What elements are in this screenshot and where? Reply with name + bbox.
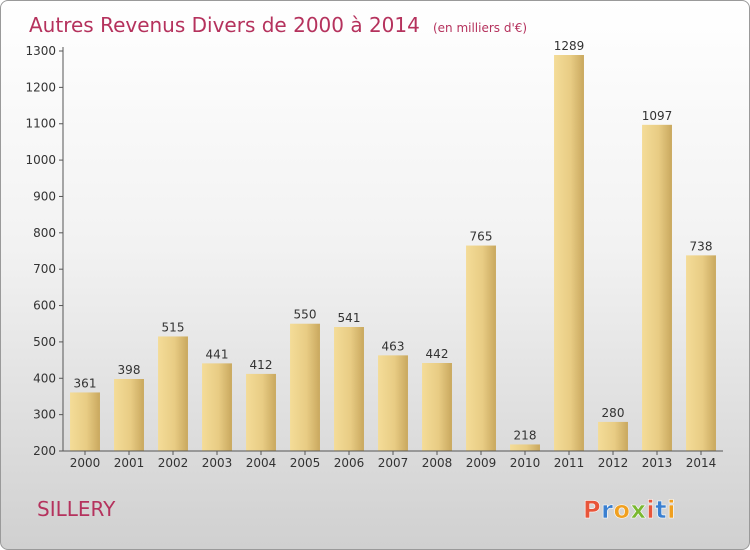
- x-tick-label-2011: 2011: [554, 456, 585, 470]
- commune-name: SILLERY: [37, 497, 116, 521]
- bar-2002: [158, 336, 188, 451]
- data-label-2010: 218: [514, 428, 537, 442]
- x-tick-label-2003: 2003: [202, 456, 233, 470]
- bar-2013: [642, 124, 672, 452]
- bar-2005: [290, 323, 320, 451]
- y-tick-label: 600: [33, 299, 56, 313]
- x-tick-label-2001: 2001: [114, 456, 145, 470]
- data-label-2009: 765: [470, 230, 493, 244]
- y-tick-label: 200: [33, 444, 56, 458]
- logo-letter: r: [601, 496, 613, 524]
- proxiti-logo: Proxiti: [583, 496, 676, 525]
- y-tick-label: 1300: [25, 44, 56, 58]
- x-tick-label-2002: 2002: [158, 456, 189, 470]
- x-tick-label-2013: 2013: [642, 456, 673, 470]
- bar-2000: [70, 392, 100, 451]
- data-label-2004: 412: [250, 358, 273, 372]
- bar-2011: [554, 55, 584, 451]
- bar-2012: [598, 421, 628, 451]
- x-tick-label-2005: 2005: [290, 456, 321, 470]
- logo-letter: P: [583, 496, 601, 524]
- y-tick-label: 700: [33, 262, 56, 276]
- bar-2003: [202, 363, 232, 451]
- data-label-2013: 1097: [642, 109, 673, 123]
- data-label-2000: 361: [74, 376, 97, 390]
- y-tick-label: 400: [33, 371, 56, 385]
- x-tick-label-2009: 2009: [466, 456, 497, 470]
- x-tick-label-2014: 2014: [686, 456, 717, 470]
- x-tick-label-2012: 2012: [598, 456, 629, 470]
- data-label-2003: 441: [206, 347, 229, 361]
- x-tick-label-2008: 2008: [422, 456, 453, 470]
- y-tick-label: 900: [33, 189, 56, 203]
- data-label-2008: 442: [426, 347, 449, 361]
- bar-2007: [378, 355, 408, 451]
- logo-letter: t: [655, 496, 667, 524]
- logo-letter: i: [667, 496, 676, 524]
- bar-2014: [686, 255, 716, 451]
- chart-title-group: Autres Revenus Divers de 2000 à 2014 (en…: [29, 13, 527, 37]
- data-label-2002: 515: [162, 320, 185, 334]
- y-tick-label: 300: [33, 408, 56, 422]
- y-axis: 200 300 400 500 600 700 800 900 1000 1100 1200 1300: [25, 44, 64, 458]
- bars-group: 361 398 515 441 412 550 541 463 442 765 218 1289 280…: [70, 39, 716, 452]
- x-tick-label-2010: 2010: [510, 456, 541, 470]
- data-label-2014: 738: [690, 239, 713, 253]
- data-label-2007: 463: [382, 339, 405, 353]
- bar-2008: [422, 363, 452, 451]
- x-tick-label-2007: 2007: [378, 456, 409, 470]
- x-tick-label-2006: 2006: [334, 456, 365, 470]
- logo-letter: o: [613, 496, 630, 524]
- bar-2009: [466, 245, 496, 451]
- y-tick-label: 1100: [25, 117, 56, 131]
- logo-wordmark: Proxiti: [583, 496, 676, 524]
- data-label-2005: 550: [294, 308, 317, 322]
- logo-letter: i: [646, 496, 655, 524]
- y-tick-label: 1000: [25, 153, 56, 167]
- chart-title: Autres Revenus Divers de 2000 à 2014: [29, 13, 420, 37]
- data-label-2012: 280: [602, 406, 625, 420]
- x-axis: 2000 2001 2002 2003 2004 2005 2006 2007 2008 2009…: [63, 450, 723, 470]
- data-label-2001: 398: [118, 363, 141, 377]
- logo-letter: x: [630, 496, 646, 524]
- bar-2001: [114, 379, 144, 451]
- x-tick-label-2000: 2000: [70, 456, 101, 470]
- bar-2006: [334, 327, 364, 451]
- data-label-2011: 1289: [554, 39, 585, 53]
- bar-2010: [510, 444, 540, 451]
- y-tick-label: 1200: [25, 80, 56, 94]
- bar-2004: [246, 373, 276, 451]
- y-tick-label: 500: [33, 335, 56, 349]
- chart-subtitle: (en milliers d'€): [433, 21, 527, 35]
- x-tick-label-2004: 2004: [246, 456, 277, 470]
- data-label-2006: 541: [338, 311, 361, 325]
- y-tick-label: 800: [33, 226, 56, 240]
